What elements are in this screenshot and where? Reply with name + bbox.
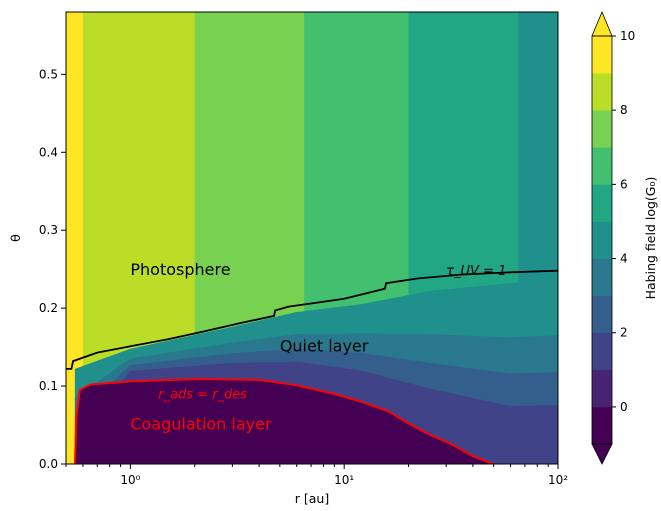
colorbar-tick-label-5: 10 [620,29,635,43]
colorbar-swatch-3 [592,295,612,333]
tau-uv-line [66,269,558,370]
habing-band-0 [66,12,84,464]
colorbar-tick-label-4: 8 [620,103,628,117]
x-axis: 10⁰ 10¹ 10² [65,464,568,487]
x-tick-label-2: 10² [548,473,568,487]
y-axis-label: θ [8,234,23,242]
colorbar-swatch-0 [592,406,612,445]
colorbar-label: Habing field log(G₀) [643,177,658,300]
x-tick-label-1: 10¹ [334,473,354,487]
colorbar-swatch-10 [592,36,612,74]
plot-frame [65,11,559,465]
annotation-tau: τ_UV = 1 [446,264,506,279]
colorbar-swatch-5 [592,221,612,259]
colorbar-tick-label-2: 4 [620,252,628,266]
y-tick-label-5: 0.5 [39,67,58,81]
y-tick-label-1: 0.1 [39,379,58,393]
y-tick-label-3: 0.3 [39,223,58,237]
annotation-quiet: Quiet layer [280,337,369,356]
annotation-rads: r_ads = r_des [158,387,247,402]
y-tick-label-0: 0.0 [39,457,58,471]
colorbar-swatch-1 [592,369,612,408]
colorbar-tick-label-1: 2 [620,326,628,340]
colorbar-swatch-8 [592,110,612,148]
colorbar-tick-label-0: 0 [620,400,628,414]
colorbar: 0 2 4 6 8 10 [591,10,635,465]
colorbar-swatch-7 [592,147,612,185]
contour-fill [66,12,558,464]
x-tick-label-0: 10⁰ [120,473,140,487]
x-axis-label: r [au] [295,491,329,506]
coagulation-layer-region [74,379,494,464]
annotations: Photosphere τ_UV = 1 Quiet layer r_ads = r_… [130,260,506,433]
colorbar-over-arrow [591,10,613,37]
colorbar-frame [591,35,613,445]
annotation-coag: Coagulation layer [130,414,272,433]
y-axis: 0.0 0.1 0.2 0.3 0.4 0.5 [39,67,66,471]
contour-lines [66,269,558,464]
adsorption-desorption-line [73,378,494,464]
colorbar-tick-label-3: 6 [620,177,628,191]
annotation-photosphere: Photosphere [130,260,230,279]
colorbar-swatch-9 [592,73,612,111]
colorbar-under-arrow [591,443,613,465]
y-tick-label-4: 0.4 [39,145,58,159]
colorbar-swatch-4 [592,258,612,296]
y-tick-label-2: 0.2 [39,301,58,315]
colorbar-swatch-2 [592,332,612,371]
colorbar-swatch-6 [592,184,612,222]
